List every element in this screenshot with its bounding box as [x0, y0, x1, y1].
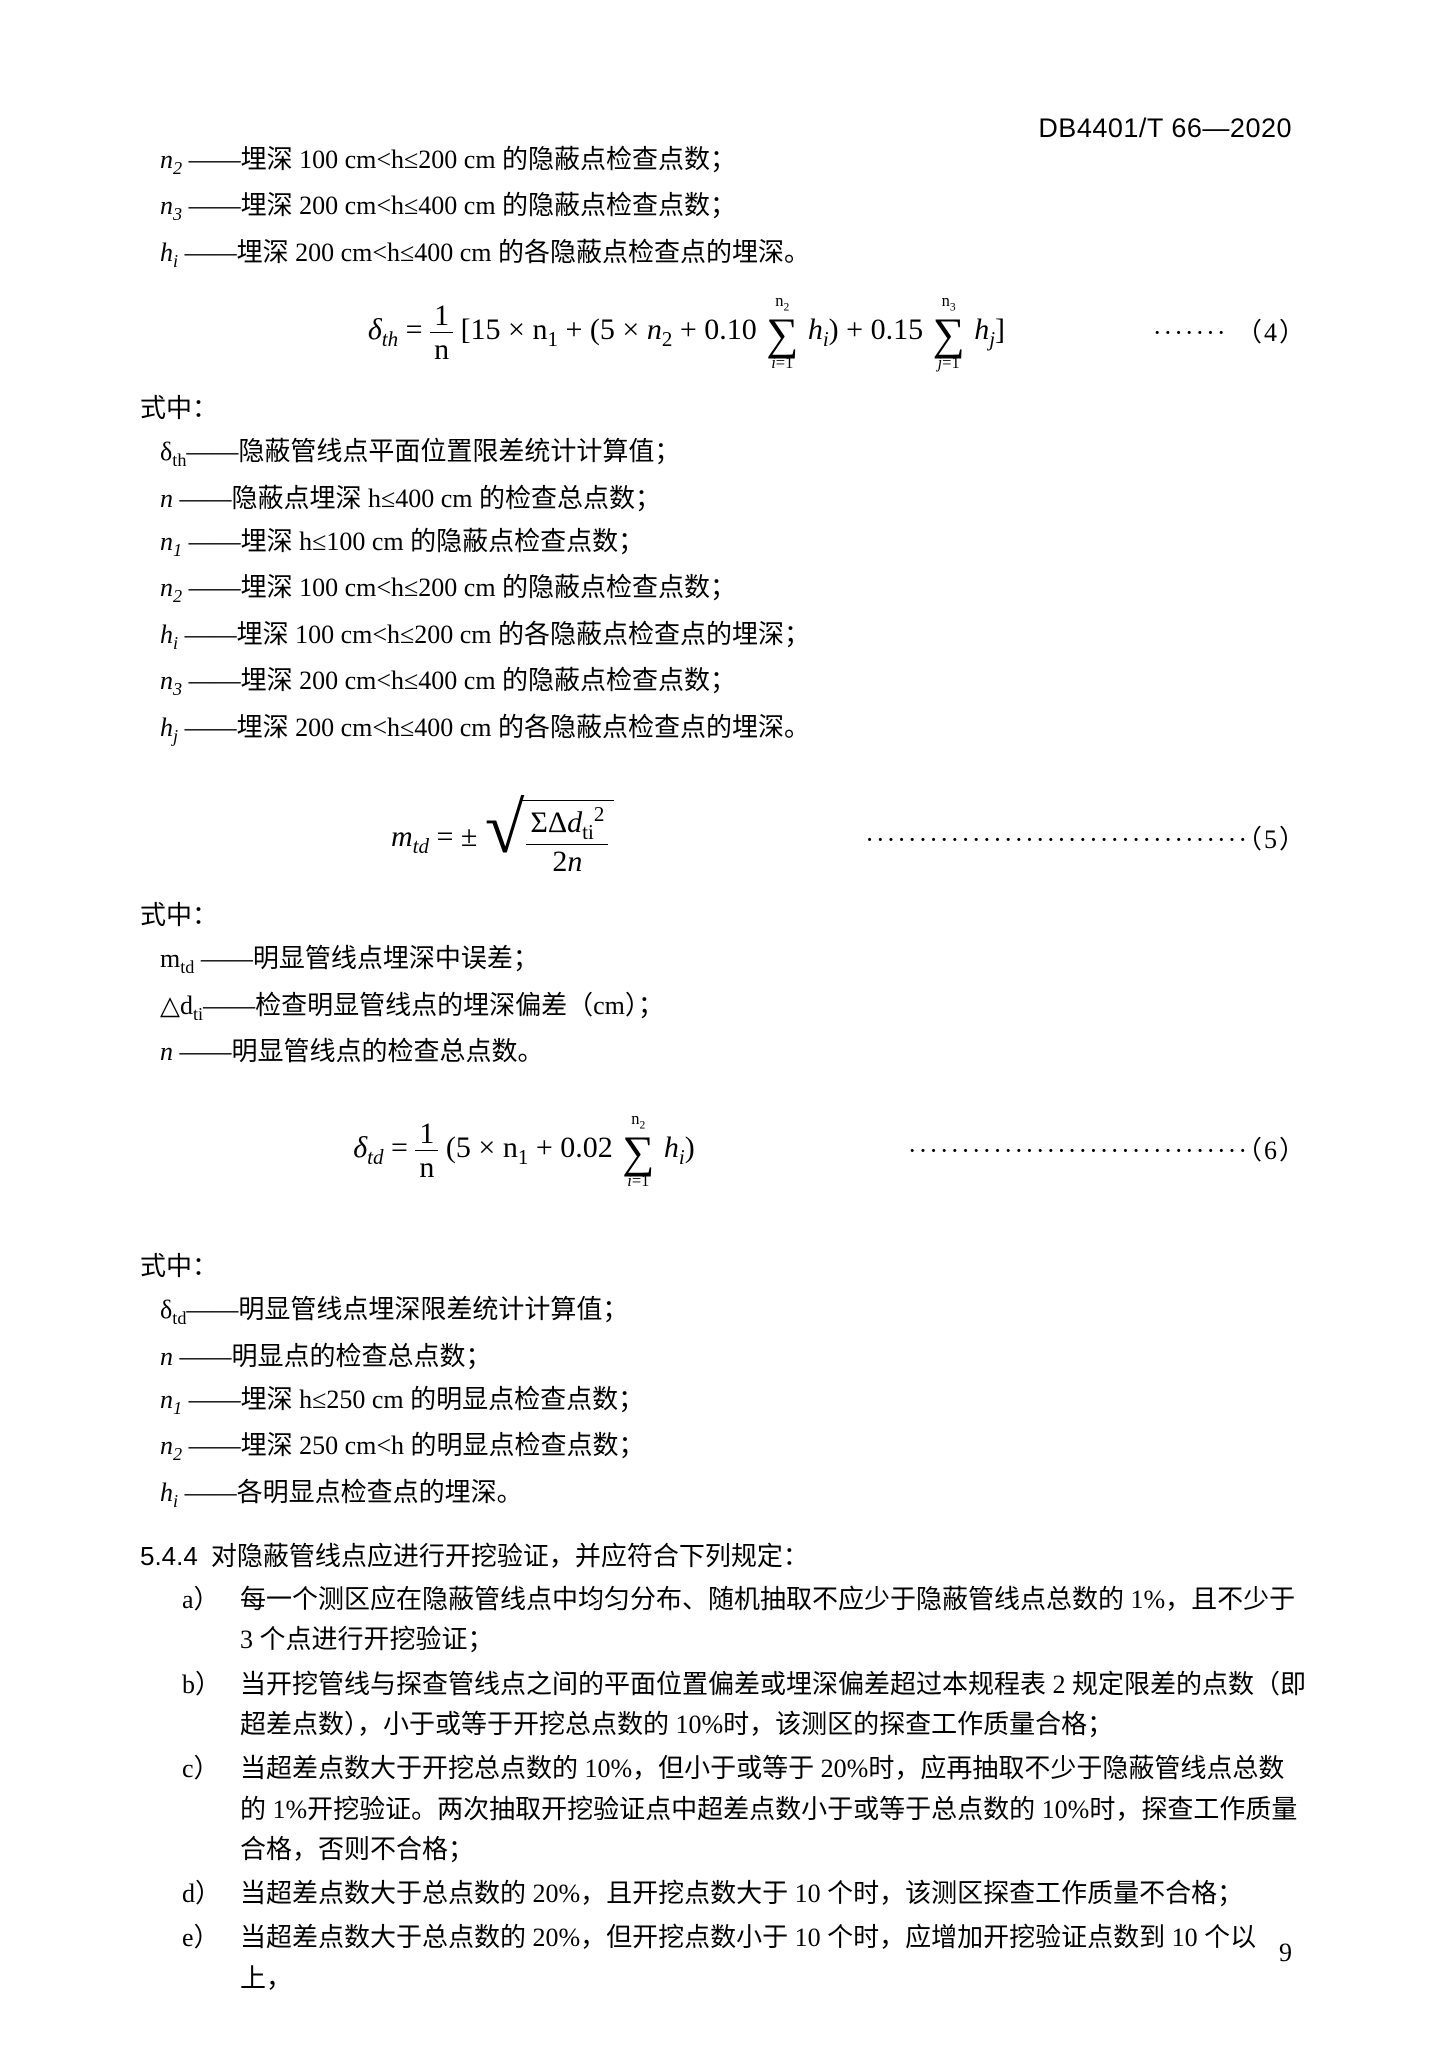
list-item: a）每一个测区应在隐蔽管线点中均匀分布、随机抽取不应少于隐蔽管线点总数的 1%，… — [182, 1580, 1307, 1661]
def-text: ——埋深 200 cm<h≤400 cm 的隐蔽点检查点数； — [189, 666, 736, 695]
formula-4-row: δth = 1n [15 × n1 + (5 × n2 + 0.10 n2∑i=… — [140, 293, 1307, 371]
def-text: ——明显管线点埋深限差统计计算值； — [186, 1295, 628, 1324]
page: DB4401/T 66—2020 n2 ——埋深 100 cm<h≤200 cm… — [0, 0, 1447, 2048]
formula-4: δth = 1n [15 × n1 + (5 × n2 + 0.10 n2∑i=… — [140, 293, 1153, 371]
equation-number-5: ····································（5） — [865, 820, 1307, 859]
section-lead: 对隐蔽管线点应进行开挖验证，并应符合下列规定： — [211, 1542, 809, 1571]
def-line: hi ——各明显点检查点的埋深。 — [160, 1473, 1307, 1515]
list-item: c）当超差点数大于开挖总点数的 10%，但小于或等于 20%时，应再抽取不少于隐… — [182, 1749, 1307, 1870]
def-line: hi ——埋深 200 cm<h≤400 cm 的各隐蔽点检查点的埋深。 — [160, 233, 1307, 275]
page-number: 9 — [1279, 1933, 1292, 1972]
def-line: △dti——检查明显管线点的埋深偏差（cm）； — [160, 986, 1307, 1028]
def-text: ——埋深 100 cm<h≤200 cm 的隐蔽点检查点数； — [189, 145, 736, 174]
def-text: ——埋深 100 cm<h≤200 cm 的各隐蔽点检查点的埋深； — [185, 620, 810, 649]
def-line: mtd ——明显管线点埋深中误差； — [160, 939, 1307, 981]
where-label: 式中： — [140, 896, 1307, 935]
def-line: n1 ——埋深 h≤100 cm 的隐蔽点检查点数； — [160, 522, 1307, 564]
where-label: 式中： — [140, 389, 1307, 428]
def-text: ——埋深 250 cm<h 的明显点检查点数； — [189, 1431, 645, 1460]
def-text: ——埋深 h≤250 cm 的明显点检查点数； — [189, 1385, 645, 1414]
symbol: n3 — [160, 191, 182, 220]
definitions-top: n2 ——埋深 100 cm<h≤200 cm 的隐蔽点检查点数； n3 ——埋… — [160, 140, 1307, 275]
symbol: n — [160, 1037, 173, 1066]
symbol: δtd — [160, 1295, 186, 1324]
list-text: 当超差点数大于总点数的 20%，但开挖点数小于 10 个时，应增加开挖验证点数到… — [240, 1918, 1307, 1999]
list-bullet: c） — [182, 1749, 240, 1870]
equation-number-4: ······· （4） — [1153, 313, 1307, 352]
symbol: n — [160, 484, 173, 513]
def-text: ——埋深 200 cm<h≤400 cm 的各隐蔽点检查点的埋深。 — [185, 238, 810, 267]
list-bullet: d） — [182, 1874, 240, 1914]
section-number: 5.4.4 — [140, 1541, 198, 1571]
symbol: △dti — [160, 991, 203, 1020]
def-line: n3 ——埋深 200 cm<h≤400 cm 的隐蔽点检查点数； — [160, 186, 1307, 228]
list-text: 每一个测区应在隐蔽管线点中均匀分布、随机抽取不应少于隐蔽管线点总数的 1%，且不… — [240, 1580, 1307, 1661]
def-text: ——埋深 200 cm<h≤400 cm 的各隐蔽点检查点的埋深。 — [185, 713, 810, 742]
def-line: hi ——埋深 100 cm<h≤200 cm 的各隐蔽点检查点的埋深； — [160, 615, 1307, 657]
symbol: δth — [160, 437, 186, 466]
section-5-4-4: 5.4.4 对隐蔽管线点应进行开挖验证，并应符合下列规定： a）每一个测区应在隐… — [140, 1537, 1307, 1999]
where-label: 式中： — [140, 1247, 1307, 1286]
def-line: n2 ——埋深 100 cm<h≤200 cm 的隐蔽点检查点数； — [160, 568, 1307, 610]
def-text: ——各明显点检查点的埋深。 — [185, 1478, 523, 1507]
list-bullet: e） — [182, 1918, 240, 1999]
def-line: n3 ——埋深 200 cm<h≤400 cm 的隐蔽点检查点数； — [160, 661, 1307, 703]
list-item: d）当超差点数大于总点数的 20%，且开挖点数大于 10 个时，该测区探查工作质… — [182, 1874, 1307, 1914]
def-text: ——明显点的检查总点数； — [180, 1342, 492, 1371]
def-text: ——检查明显管线点的埋深偏差（cm）； — [203, 991, 664, 1020]
document-code: DB4401/T 66—2020 — [1038, 108, 1292, 149]
def-text: ——明显管线点的检查总点数。 — [180, 1037, 544, 1066]
symbol: hi — [160, 620, 178, 649]
def-text: ——明显管线点埋深中误差； — [201, 944, 539, 973]
list-text: 当超差点数大于总点数的 20%，且开挖点数大于 10 个时，该测区探查工作质量不… — [240, 1874, 1243, 1914]
list-item: b）当开挖管线与探查管线点之间的平面位置偏差或埋深偏差超过本规程表 2 规定限差… — [182, 1665, 1307, 1746]
symbol: n2 — [160, 145, 182, 174]
definitions-after-5: mtd ——明显管线点埋深中误差； △dti——检查明显管线点的埋深偏差（cm）… — [160, 939, 1307, 1071]
list-text: 当超差点数大于开挖总点数的 10%，但小于或等于 20%时，应再抽取不少于隐蔽管… — [240, 1749, 1307, 1870]
symbol: hj — [160, 713, 178, 742]
section-list: a）每一个测区应在隐蔽管线点中均匀分布、随机抽取不应少于隐蔽管线点总数的 1%，… — [182, 1580, 1307, 1999]
def-text: ——埋深 200 cm<h≤400 cm 的隐蔽点检查点数； — [189, 191, 736, 220]
def-text: ——隐蔽管线点平面位置限差统计计算值； — [186, 437, 680, 466]
def-line: hj ——埋深 200 cm<h≤400 cm 的各隐蔽点检查点的埋深。 — [160, 708, 1307, 750]
formula-5: mtd = ± √ ΣΔdti2 2n — [140, 800, 865, 878]
symbol: n2 — [160, 573, 182, 602]
symbol: hi — [160, 1478, 178, 1507]
def-line: δth——隐蔽管线点平面位置限差统计计算值； — [160, 432, 1307, 474]
list-item: e）当超差点数大于总点数的 20%，但开挖点数小于 10 个时，应增加开挖验证点… — [182, 1918, 1307, 1999]
symbol: n — [160, 1342, 173, 1371]
formula-6-row: δtd = 1n (5 × n1 + 0.02 n2∑i=1 hi) ·····… — [140, 1111, 1307, 1189]
equation-number-6: ································（6） — [908, 1131, 1307, 1170]
def-text: ——埋深 100 cm<h≤200 cm 的隐蔽点检查点数； — [189, 573, 736, 602]
symbol: hi — [160, 238, 178, 267]
def-line: n1 ——埋深 h≤250 cm 的明显点检查点数； — [160, 1380, 1307, 1422]
list-text: 当开挖管线与探查管线点之间的平面位置偏差或埋深偏差超过本规程表 2 规定限差的点… — [240, 1665, 1307, 1746]
symbol: n1 — [160, 527, 182, 556]
symbol: mtd — [160, 944, 194, 973]
list-bullet: b） — [182, 1665, 240, 1746]
def-text: ——埋深 h≤100 cm 的隐蔽点检查点数； — [189, 527, 645, 556]
def-line: n ——隐蔽点埋深 h≤400 cm 的检查总点数； — [160, 479, 1307, 518]
symbol: n2 — [160, 1431, 182, 1460]
def-text: ——隐蔽点埋深 h≤400 cm 的检查总点数； — [180, 484, 662, 513]
symbol: n1 — [160, 1385, 182, 1414]
list-bullet: a） — [182, 1580, 240, 1661]
formula-5-row: mtd = ± √ ΣΔdti2 2n ····················… — [140, 800, 1307, 878]
def-line: n2 ——埋深 250 cm<h 的明显点检查点数； — [160, 1426, 1307, 1468]
formula-6: δtd = 1n (5 × n1 + 0.02 n2∑i=1 hi) — [140, 1111, 908, 1189]
definitions-after-4: δth——隐蔽管线点平面位置限差统计计算值； n ——隐蔽点埋深 h≤400 c… — [160, 432, 1307, 750]
symbol: n3 — [160, 666, 182, 695]
def-line: n ——明显管线点的检查总点数。 — [160, 1032, 1307, 1071]
def-line: n ——明显点的检查总点数； — [160, 1337, 1307, 1376]
definitions-after-6: δtd——明显管线点埋深限差统计计算值； n ——明显点的检查总点数； n1 —… — [160, 1290, 1307, 1515]
def-line: δtd——明显管线点埋深限差统计计算值； — [160, 1290, 1307, 1332]
